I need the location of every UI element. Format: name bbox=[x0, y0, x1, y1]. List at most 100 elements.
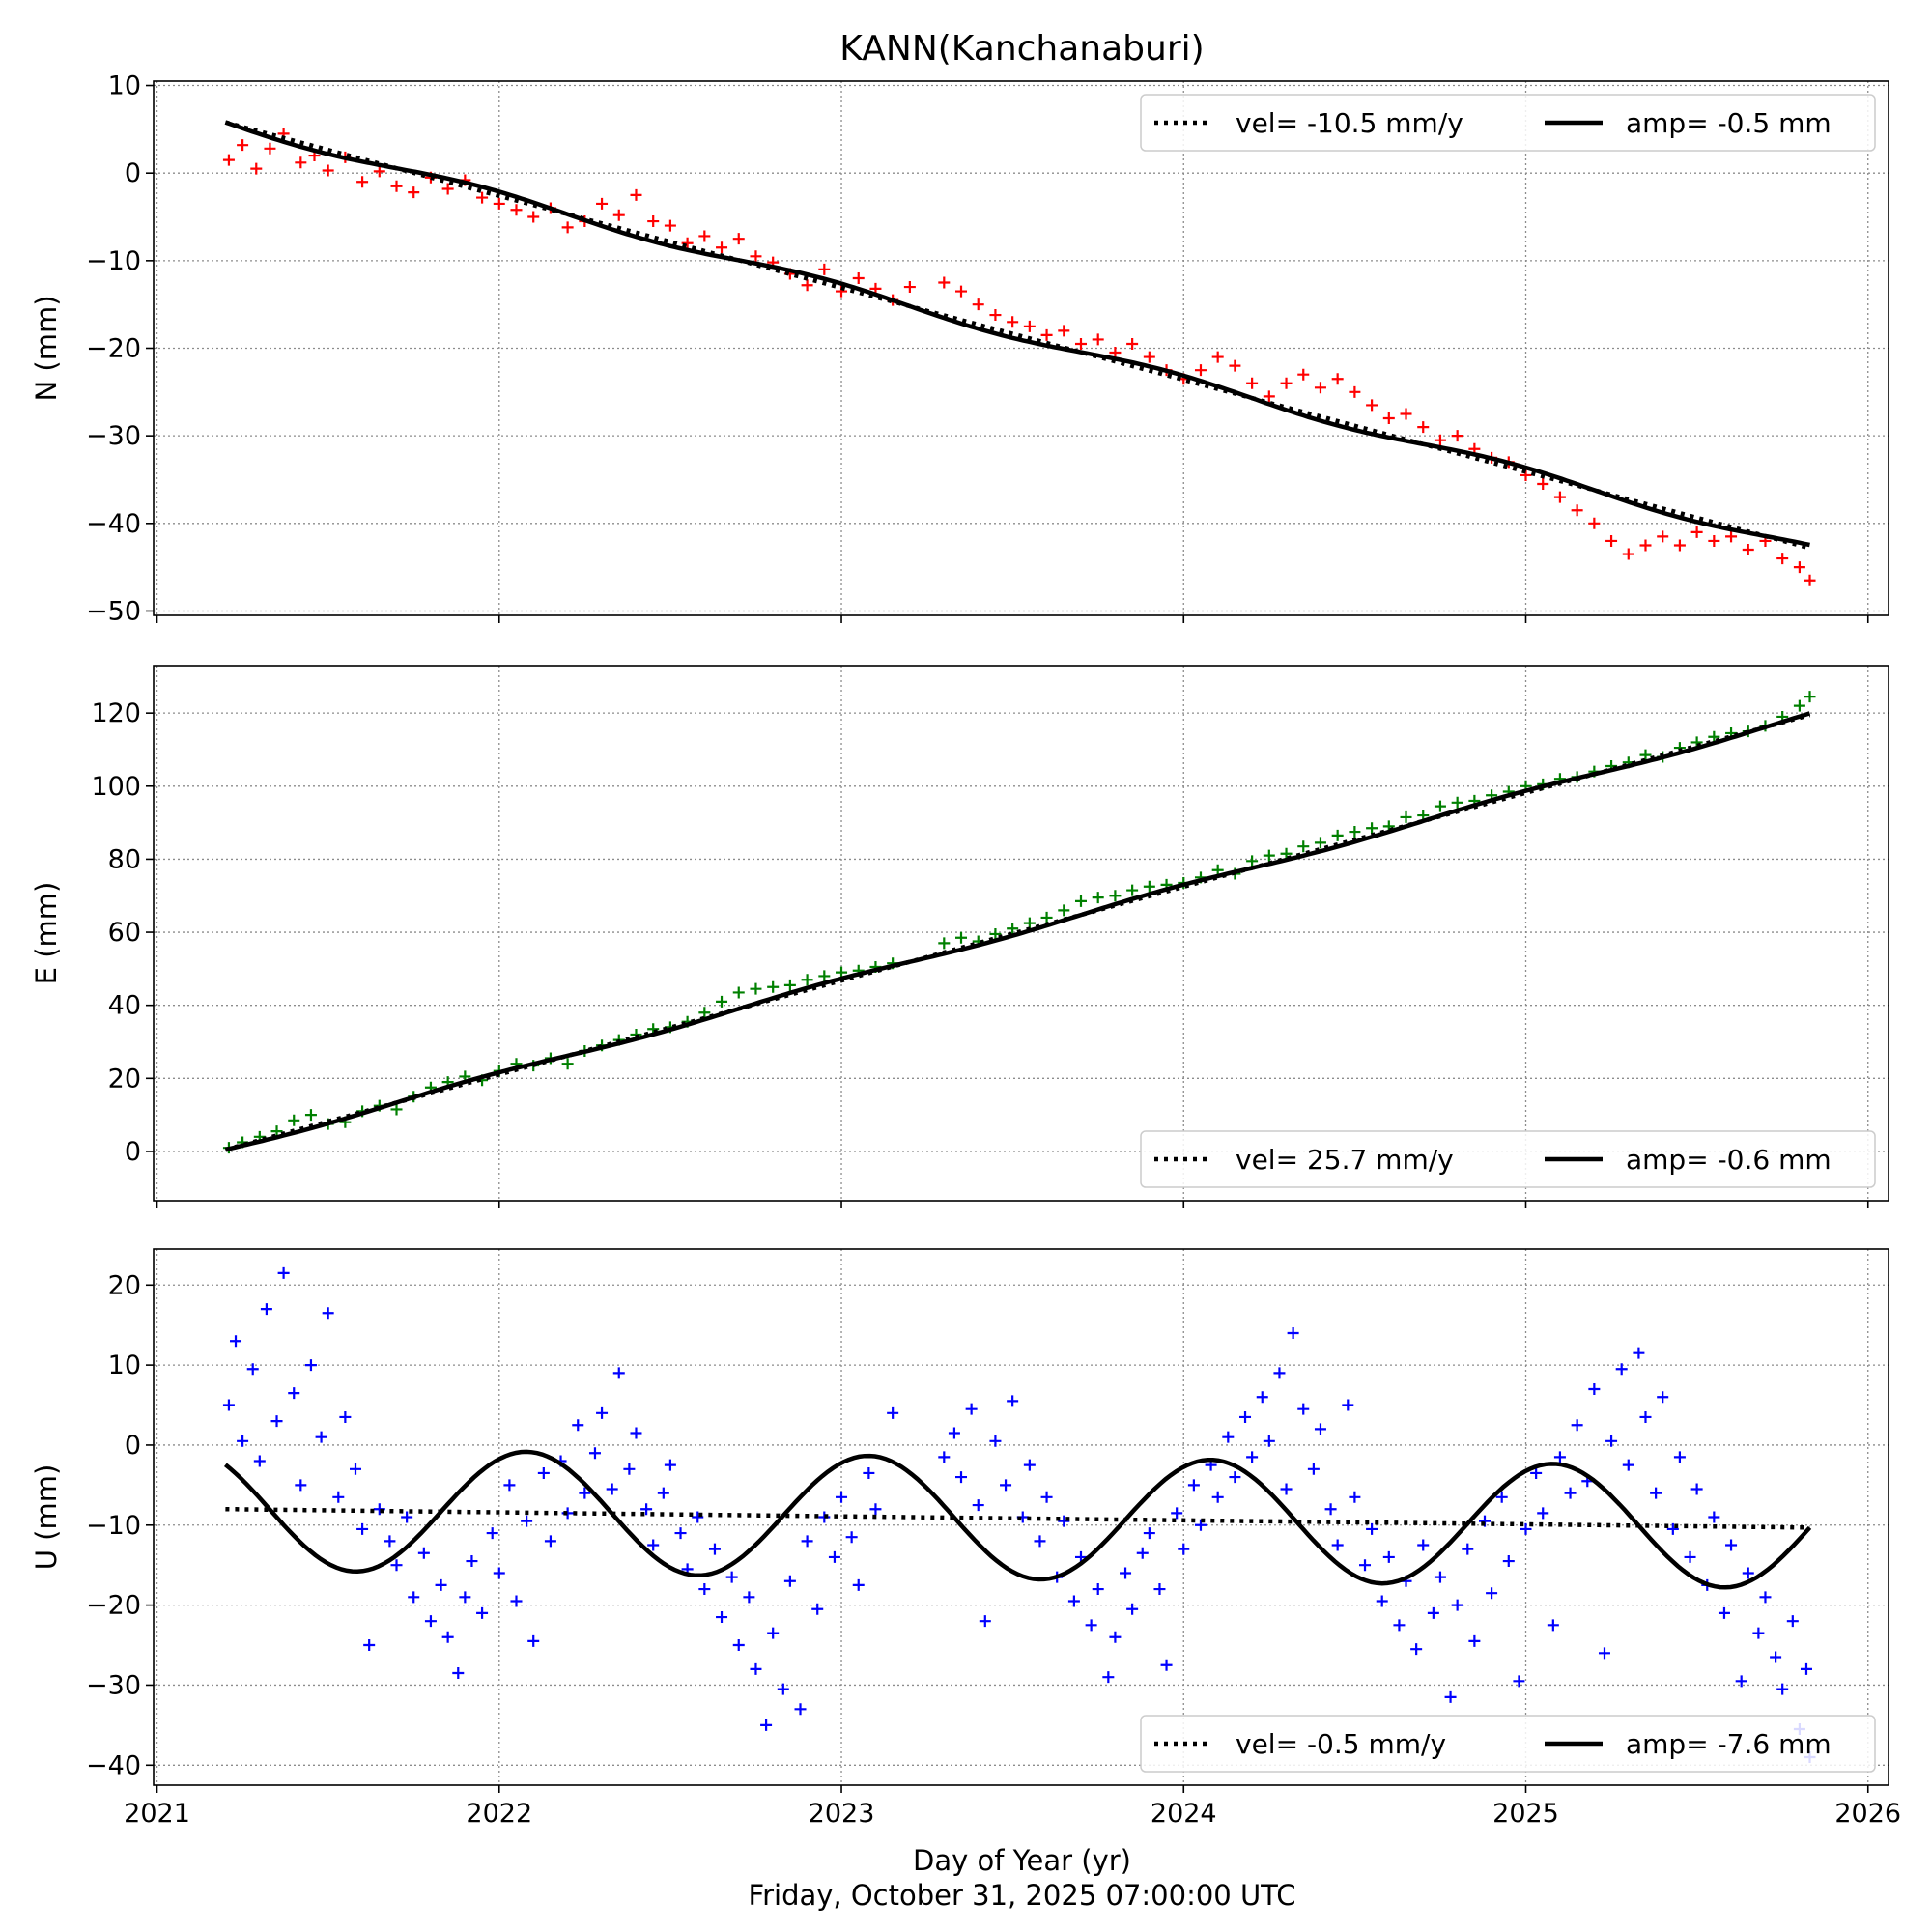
data-point bbox=[561, 1058, 574, 1070]
data-point bbox=[698, 1007, 711, 1019]
data-point bbox=[435, 1578, 447, 1591]
data-point bbox=[1639, 1410, 1652, 1423]
data-point bbox=[390, 180, 403, 192]
x-tick-label: 2026 bbox=[1834, 1799, 1901, 1829]
x-tick-label: 2022 bbox=[466, 1799, 532, 1829]
y-tick-label: −50 bbox=[86, 596, 141, 626]
chart-title: KANN(Kanchanaburi) bbox=[839, 29, 1204, 69]
data-point bbox=[989, 927, 1002, 940]
data-point bbox=[503, 1479, 516, 1492]
data-point bbox=[1673, 1451, 1686, 1463]
legend: vel= -10.5 mm/y amp= -0.5 mm bbox=[1140, 94, 1876, 152]
y-tick-label: 20 bbox=[108, 1064, 141, 1094]
data-point bbox=[1564, 1487, 1577, 1499]
data-point bbox=[1537, 478, 1549, 491]
data-point bbox=[852, 1578, 865, 1591]
data-point bbox=[1143, 880, 1155, 893]
data-point bbox=[1451, 430, 1463, 442]
data-point bbox=[1287, 1326, 1299, 1339]
data-point bbox=[579, 1487, 591, 1499]
data-point bbox=[1752, 1627, 1765, 1639]
data-point bbox=[1708, 730, 1720, 743]
data-point bbox=[836, 1491, 848, 1503]
data-point bbox=[965, 1403, 978, 1415]
data-point bbox=[350, 1463, 362, 1475]
data-point bbox=[1040, 911, 1053, 923]
data-point bbox=[1007, 316, 1019, 328]
data-point bbox=[1417, 1539, 1430, 1551]
data-point bbox=[783, 979, 796, 991]
data-point bbox=[647, 1539, 660, 1551]
y-tick-label: 100 bbox=[91, 772, 141, 802]
data-point bbox=[1605, 534, 1618, 547]
data-point bbox=[732, 233, 745, 245]
y-tick-label: −10 bbox=[86, 246, 141, 276]
data-point bbox=[1263, 390, 1275, 403]
data-point bbox=[1495, 1491, 1508, 1503]
data-point bbox=[304, 1109, 317, 1122]
footer-timestamp: Friday, October 31, 2025 07:00:00 UTC bbox=[749, 1879, 1296, 1912]
data-point bbox=[938, 276, 951, 289]
data-point bbox=[322, 164, 334, 177]
data-point bbox=[1143, 351, 1155, 363]
data-point bbox=[537, 1466, 550, 1479]
legend-box bbox=[1140, 94, 1876, 152]
data-point bbox=[1256, 1391, 1268, 1404]
data-point bbox=[767, 980, 780, 993]
x-tick-label: 2025 bbox=[1492, 1799, 1559, 1829]
data-point bbox=[1793, 561, 1805, 574]
data-point bbox=[1359, 1559, 1372, 1572]
data-point bbox=[1280, 847, 1293, 860]
data-point bbox=[1331, 829, 1344, 841]
data-point bbox=[521, 1515, 533, 1527]
data-point bbox=[698, 1583, 711, 1596]
velocity-line bbox=[225, 1506, 1810, 1530]
data-point bbox=[1280, 377, 1293, 389]
data-point bbox=[356, 1522, 369, 1535]
data-point bbox=[777, 1683, 789, 1695]
data-point bbox=[972, 1499, 984, 1512]
data-point bbox=[1126, 1603, 1139, 1615]
data-point bbox=[1000, 1479, 1012, 1492]
data-point bbox=[1622, 1459, 1634, 1471]
data-point bbox=[938, 937, 951, 950]
data-point bbox=[732, 1639, 745, 1652]
data-point bbox=[1622, 548, 1634, 560]
data-point bbox=[801, 279, 813, 292]
data-point bbox=[1553, 1451, 1566, 1463]
data-point bbox=[1307, 1463, 1320, 1475]
y-tick-label: 120 bbox=[91, 698, 141, 728]
data-point bbox=[1434, 800, 1446, 812]
data-point bbox=[1092, 333, 1104, 346]
data-point bbox=[1468, 1634, 1481, 1647]
data-point bbox=[1222, 1431, 1235, 1443]
data-point bbox=[1502, 1555, 1515, 1568]
data-point bbox=[356, 176, 369, 188]
data-point bbox=[623, 1463, 636, 1475]
data-point bbox=[1239, 1410, 1252, 1423]
data-point bbox=[1229, 359, 1241, 372]
data-point bbox=[1605, 1435, 1618, 1447]
data-point bbox=[845, 1531, 858, 1544]
data-point bbox=[1067, 1595, 1080, 1607]
data-point bbox=[955, 931, 968, 944]
data-point bbox=[1273, 1367, 1286, 1379]
data-point bbox=[1366, 1522, 1378, 1535]
data-point bbox=[640, 1503, 653, 1516]
data-point bbox=[1109, 1631, 1122, 1643]
data-point bbox=[1085, 1619, 1097, 1632]
data-point bbox=[1074, 895, 1087, 907]
data-point bbox=[493, 1567, 505, 1579]
data-point bbox=[743, 1591, 755, 1604]
legend-velocity-label: vel= -0.5 mm/y bbox=[1236, 1728, 1446, 1760]
data-point bbox=[612, 1367, 625, 1379]
data-point bbox=[390, 1559, 403, 1572]
data-point bbox=[1770, 1651, 1782, 1663]
data-point bbox=[1092, 892, 1104, 904]
data-point bbox=[1537, 1507, 1549, 1520]
data-point bbox=[1800, 1662, 1812, 1675]
data-point bbox=[1776, 553, 1789, 565]
data-point bbox=[828, 1550, 840, 1563]
data-point bbox=[750, 250, 762, 263]
y-tick-label: 10 bbox=[108, 71, 141, 101]
